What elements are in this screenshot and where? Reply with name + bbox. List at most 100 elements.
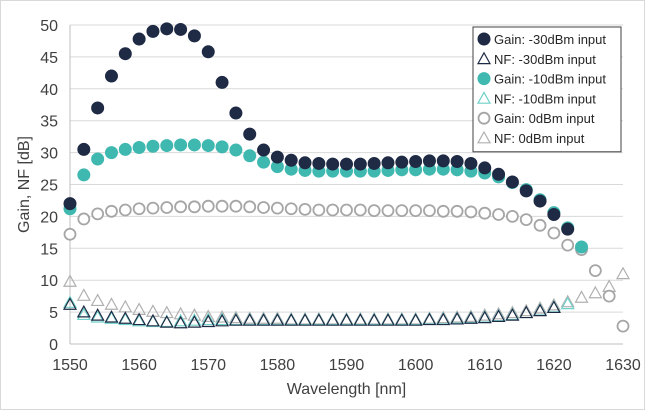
x-tick-label: 1580 (260, 357, 296, 374)
data-point (243, 127, 257, 141)
data-point (187, 138, 201, 152)
series-5 (62, 266, 631, 325)
data-point (104, 297, 119, 310)
y-tick-label: 50 (40, 18, 58, 35)
data-point (339, 313, 354, 326)
data-point (409, 155, 423, 169)
data-point (215, 313, 230, 327)
data-point (505, 175, 519, 189)
data-point (270, 201, 284, 215)
data-point (463, 311, 478, 324)
data-point (215, 309, 230, 323)
data-point (243, 200, 257, 214)
data-point (257, 155, 271, 169)
data-point (201, 309, 216, 322)
y-tick-label: 15 (40, 241, 58, 258)
legend-marker (477, 72, 491, 86)
data-point (409, 204, 423, 218)
data-point (132, 313, 147, 327)
data-point (505, 305, 520, 319)
data-point (588, 264, 602, 278)
data-point (146, 24, 160, 38)
data-point (132, 32, 146, 46)
data-point (256, 311, 271, 324)
legend-marker (477, 32, 491, 46)
legend-label: Gain: -30dBm input (494, 32, 606, 47)
data-point (615, 266, 631, 280)
data-point (62, 297, 78, 310)
data-point (174, 22, 188, 36)
data-point (228, 313, 243, 326)
data-point (367, 156, 381, 170)
data-point (91, 152, 105, 166)
data-point (118, 312, 133, 326)
data-point (174, 200, 188, 214)
data-point (159, 315, 174, 328)
data-series (62, 22, 631, 333)
y-tick-label: 0 (49, 337, 58, 354)
data-point (104, 309, 119, 323)
data-point (229, 143, 243, 157)
data-point (477, 310, 492, 324)
data-point (312, 156, 326, 170)
data-point (187, 308, 202, 321)
legend-label: NF: 0dBm input (494, 131, 585, 146)
data-point (381, 204, 395, 218)
data-point (478, 206, 492, 220)
data-point (201, 45, 215, 59)
data-point (132, 202, 146, 216)
x-tick-label: 1560 (121, 357, 157, 374)
data-point (284, 202, 298, 216)
data-point (477, 308, 492, 321)
legend-label: Gain: -10dBm input (494, 72, 606, 87)
data-point (422, 154, 436, 168)
data-point (132, 312, 147, 326)
data-point (353, 313, 368, 326)
data-point (519, 213, 533, 226)
data-point (463, 309, 478, 322)
legend-marker (476, 130, 492, 144)
x-axis-title: Wavelength [nm] (287, 381, 406, 398)
data-point (505, 308, 520, 321)
data-point (90, 309, 105, 323)
data-point (492, 208, 505, 221)
data-point (436, 312, 451, 326)
data-point (547, 207, 561, 221)
data-point (104, 69, 118, 83)
data-point (298, 313, 313, 326)
data-point (298, 156, 312, 170)
data-point (229, 199, 243, 213)
data-point (367, 313, 382, 326)
data-point (519, 303, 534, 317)
data-point (325, 313, 340, 326)
data-point (546, 300, 561, 314)
data-point (394, 313, 409, 326)
data-point (340, 203, 353, 217)
data-point (353, 157, 367, 171)
legend-box (472, 26, 622, 153)
data-point (90, 293, 105, 307)
data-point (173, 306, 188, 320)
data-point (173, 315, 188, 329)
data-point (215, 75, 229, 89)
data-point (311, 313, 326, 326)
data-point (367, 204, 381, 218)
data-point (422, 312, 437, 326)
data-point (118, 203, 132, 217)
data-point (381, 156, 395, 170)
data-point (160, 22, 174, 36)
x-tick-label: 1570 (190, 357, 226, 374)
data-point (588, 285, 603, 299)
data-point (242, 313, 257, 326)
data-point (132, 140, 146, 154)
data-point (201, 199, 215, 213)
data-point (505, 209, 519, 223)
data-point (187, 29, 201, 43)
data-point (243, 149, 257, 163)
data-point (118, 47, 132, 61)
data-point (63, 227, 77, 241)
x-tick-label: 1630 (605, 357, 641, 374)
data-point (77, 168, 91, 182)
data-point (270, 311, 285, 324)
